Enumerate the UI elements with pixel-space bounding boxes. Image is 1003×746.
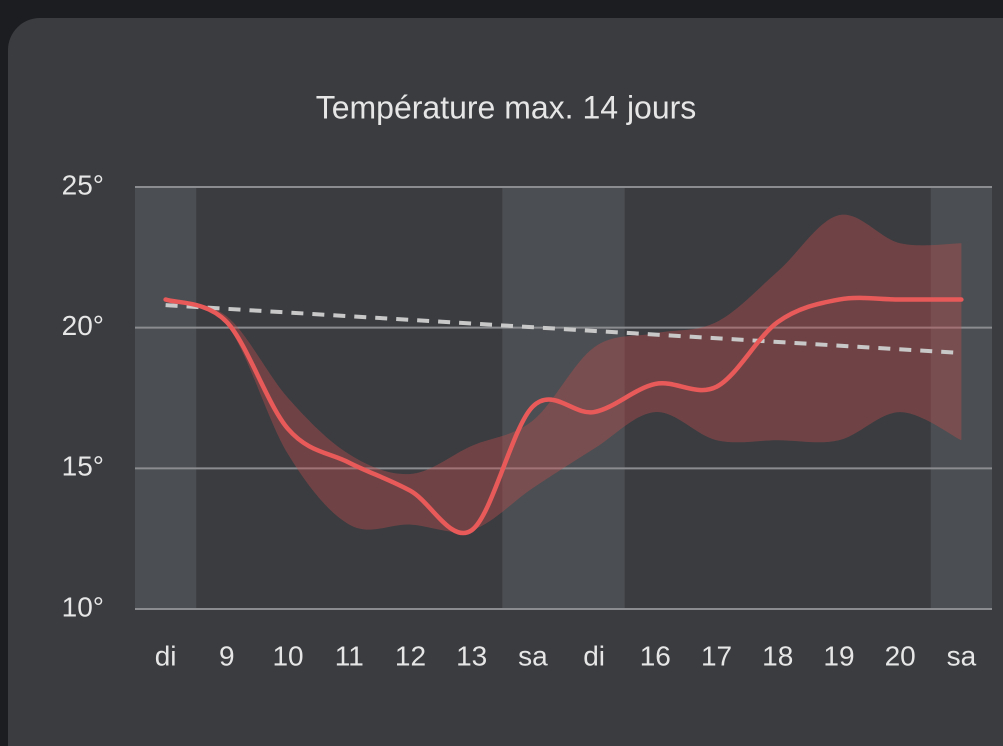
x-tick-label: sa xyxy=(947,640,977,671)
y-tick-label: 25° xyxy=(62,169,104,200)
x-tick-label: sa xyxy=(518,640,548,671)
x-tick-label: 10 xyxy=(272,640,303,671)
x-tick-label: 19 xyxy=(823,640,854,671)
x-tick-label: 17 xyxy=(701,640,732,671)
x-tick-label: 16 xyxy=(640,640,671,671)
x-tick-label: 13 xyxy=(456,640,487,671)
y-tick-label: 15° xyxy=(62,451,104,482)
x-tick-label: di xyxy=(583,640,605,671)
x-tick-label: 9 xyxy=(219,640,235,671)
x-tick-label: 11 xyxy=(335,640,364,671)
weekend-band xyxy=(135,187,197,609)
x-tick-label: 18 xyxy=(762,640,793,671)
temperature-line xyxy=(163,295,964,536)
x-tick-label: 12 xyxy=(395,640,426,671)
x-tick-label: di xyxy=(155,640,177,671)
y-tick-label: 10° xyxy=(62,591,104,622)
range-band xyxy=(165,214,962,533)
trend-line xyxy=(165,303,962,355)
weekend-band xyxy=(563,187,625,609)
chart-title: Température max. 14 jours xyxy=(316,89,697,125)
x-tick-label: 20 xyxy=(885,640,916,671)
weekend-band xyxy=(930,187,992,609)
y-tick-label: 20° xyxy=(62,310,104,341)
